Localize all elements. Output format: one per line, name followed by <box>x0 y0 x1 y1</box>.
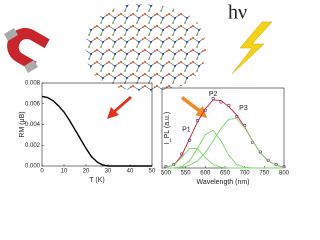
y-tick-label: 0.004 <box>25 122 41 128</box>
x-tick-label: 50 <box>149 169 156 175</box>
plot-frame <box>161 87 285 169</box>
annotation: P2 <box>209 91 218 98</box>
photon-label: hν <box>228 2 247 24</box>
annotation: P3 <box>239 105 248 112</box>
y-axis-label: I_PL (a.u.) <box>164 112 171 144</box>
x-tick-label: 800 <box>279 171 290 177</box>
y-tick-label: 0.008 <box>25 81 41 87</box>
x-axis-label: Wavelength (nm) <box>196 179 249 186</box>
x-tick-label: 650 <box>220 171 231 177</box>
x-tick-label: 40 <box>127 169 134 175</box>
x-tick-label: 600 <box>200 171 211 177</box>
y-tick-label: 0.002 <box>25 143 41 149</box>
y-axis-label: RM (μB) <box>19 111 26 137</box>
x-tick-label: 750 <box>259 171 270 177</box>
data-line <box>165 129 284 169</box>
crystal-structure <box>85 3 206 91</box>
plot-frame <box>41 82 153 167</box>
lightning <box>231 21 273 75</box>
y-tick-label: 0.006 <box>25 101 41 107</box>
magnet <box>4 28 50 73</box>
graphical-abstract: hν 0 10 20 30 40 50 0.000 0.002 0.004 0.006 0.008 T… <box>4 2 290 186</box>
annotation: P1 <box>182 127 191 134</box>
y-tick-label: 0.000 <box>25 164 41 170</box>
arrow <box>181 96 207 118</box>
x-tick-label: 20 <box>83 169 90 175</box>
x-axis-label: T (K) <box>89 177 104 184</box>
data-line <box>165 118 285 169</box>
x-tick-label: 30 <box>105 169 112 175</box>
data-point <box>266 158 270 162</box>
x-tick-label: 700 <box>240 171 251 177</box>
data-line <box>41 95 152 167</box>
arrow <box>107 96 132 119</box>
x-tick-label: 500 <box>161 171 172 177</box>
x-tick-label: 0 <box>40 169 44 175</box>
x-tick-label: 550 <box>181 171 192 177</box>
x-tick-label: 10 <box>61 169 68 175</box>
